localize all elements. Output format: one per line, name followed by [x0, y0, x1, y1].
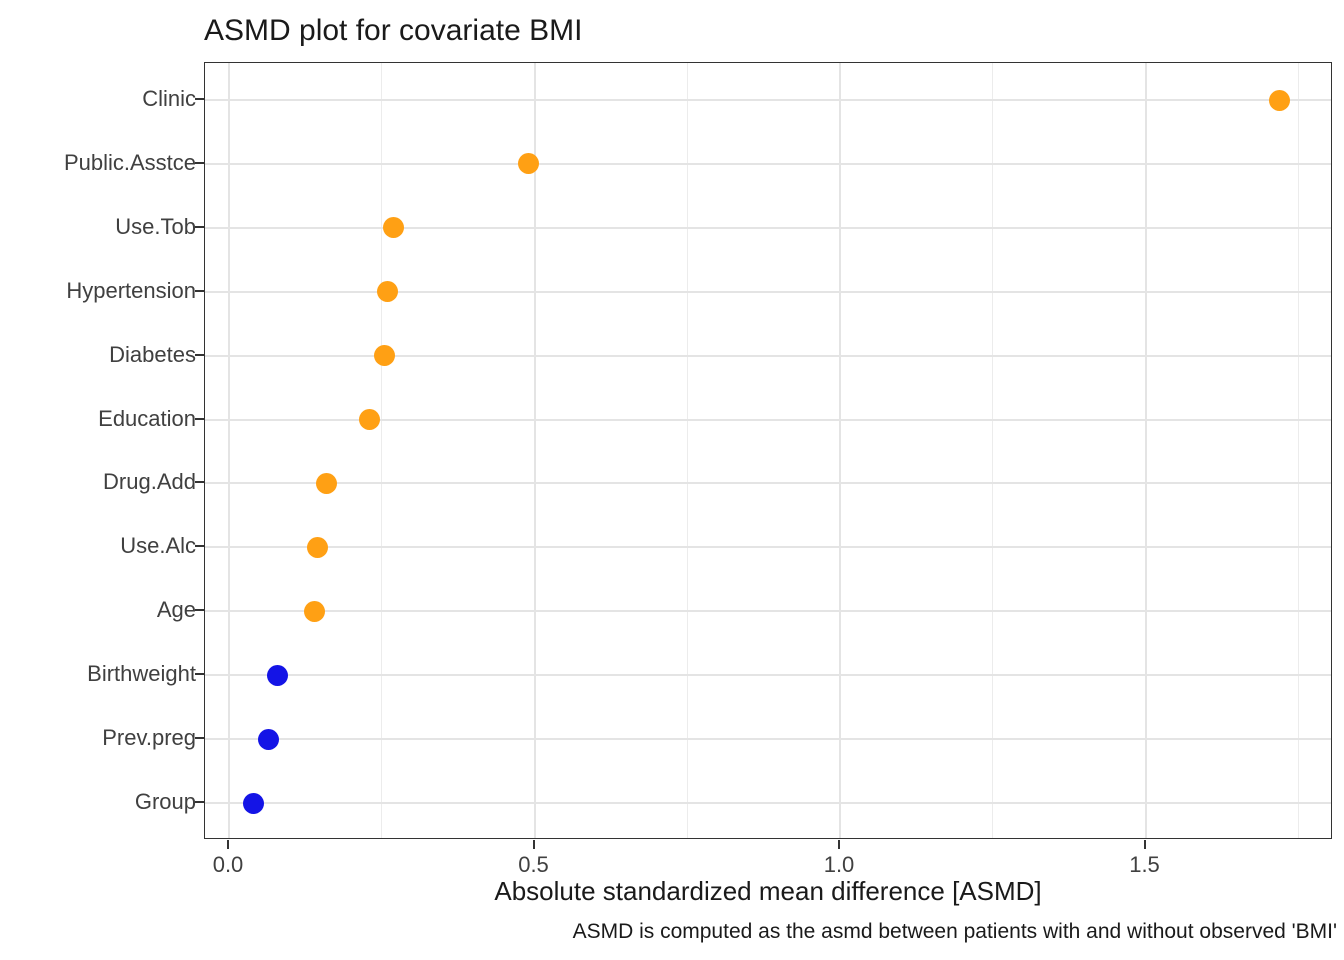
data-point-drug-add [316, 472, 338, 494]
y-major-gridline [205, 290, 1331, 293]
y-axis-label: Public.Asstce [63, 149, 196, 175]
y-axis-tick [195, 673, 204, 676]
data-point-group [242, 792, 264, 814]
chart-caption: ASMD is computed as the asmd between pat… [572, 920, 1337, 943]
y-axis-label: Clinic [142, 86, 196, 111]
data-point-birthweight [267, 664, 289, 686]
y-axis-label: Drug.Add [103, 469, 196, 495]
y-axis-label: Use.Alc [120, 533, 196, 559]
y-axis-label: Education [98, 405, 196, 431]
y-major-gridline [205, 226, 1331, 229]
y-axis-tick [195, 481, 204, 484]
y-major-gridline [205, 99, 1331, 101]
x-axis-tick-label: 1.0 [823, 852, 855, 877]
y-major-gridline [205, 674, 1331, 677]
y-axis-tick [195, 801, 204, 803]
y-axis-tick [195, 98, 204, 100]
y-axis-tick [195, 609, 204, 612]
y-axis-tick [195, 737, 204, 740]
data-point-use-alc [307, 536, 329, 558]
x-minor-gridline [686, 63, 688, 838]
data-point-public-asstce [517, 153, 539, 175]
y-major-gridline [205, 546, 1331, 549]
data-point-age [304, 600, 326, 622]
plot-panel [204, 62, 1332, 839]
y-axis-label: Use.Tob [115, 213, 196, 239]
data-point-hypertension [377, 281, 399, 303]
y-major-gridline [205, 610, 1331, 613]
x-axis-tick-label: 0.0 [212, 852, 244, 877]
y-axis-tick [195, 545, 204, 548]
y-major-gridline [205, 418, 1331, 421]
x-axis-tick [227, 840, 229, 849]
y-axis-tick [195, 225, 204, 228]
y-major-gridline [205, 802, 1331, 804]
data-point-clinic [1269, 89, 1291, 111]
x-minor-gridline [381, 63, 383, 838]
y-axis-label: Prev.preg [102, 725, 196, 751]
x-major-gridline [1144, 63, 1147, 838]
y-major-gridline [205, 482, 1331, 485]
x-major-gridline [533, 63, 536, 838]
x-minor-gridline [992, 63, 994, 838]
x-major-gridline [228, 63, 230, 838]
data-point-education [359, 409, 381, 431]
y-axis-label: Birthweight [87, 661, 196, 687]
chart-title: ASMD plot for covariate BMI [204, 14, 583, 47]
data-point-prev-preg [258, 728, 280, 750]
y-axis-label: Group [134, 789, 196, 814]
data-point-use-tob [383, 217, 405, 239]
data-point-diabetes [374, 345, 396, 367]
y-major-gridline [205, 354, 1331, 357]
y-major-gridline [205, 738, 1331, 741]
x-axis-tick-label: 0.5 [518, 852, 549, 877]
y-axis-tick [195, 161, 204, 164]
x-axis-tick [532, 840, 535, 849]
x-axis-title: Absolute standardized mean difference [A… [494, 876, 1042, 906]
x-axis-tick [1143, 840, 1146, 849]
y-axis-tick [195, 353, 204, 356]
y-axis-label: Diabetes [109, 341, 196, 367]
y-major-gridline [205, 162, 1331, 165]
x-axis-tick [838, 840, 840, 849]
x-minor-gridline [1297, 63, 1299, 838]
y-axis-tick [195, 289, 204, 292]
y-axis-label: Age [156, 597, 196, 623]
y-axis-tick [195, 417, 204, 420]
y-axis-label: Hypertension [66, 277, 196, 303]
x-major-gridline [839, 63, 841, 838]
x-axis-tick-label: 1.5 [1129, 852, 1160, 877]
